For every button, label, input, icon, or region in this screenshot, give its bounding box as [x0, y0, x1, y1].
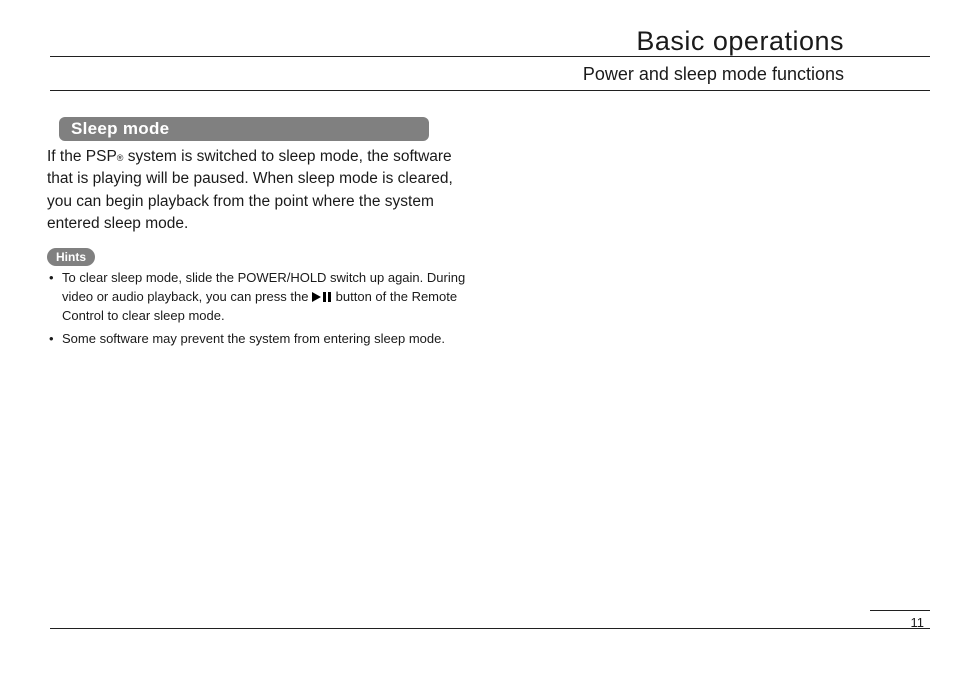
hints-badge: Hints	[47, 248, 95, 266]
registered-mark: ®	[117, 153, 124, 163]
body-paragraph: If the PSP® system is switched to sleep …	[47, 146, 457, 236]
heading-sleep-mode: Sleep mode	[59, 117, 429, 141]
hint-text-pre: Some software may prevent the system fro…	[62, 331, 445, 346]
sub-rule	[50, 90, 930, 91]
paragraph-pre: If the PSP	[47, 148, 117, 165]
chapter-title: Basic operations	[636, 26, 844, 57]
manual-page: Basic operations Power and sleep mode fu…	[0, 0, 954, 677]
list-item: To clear sleep mode, slide the POWER/HOL…	[47, 269, 467, 326]
bottom-rule	[50, 628, 930, 629]
page-number-rule	[870, 610, 930, 611]
top-rule	[50, 56, 930, 57]
section-title: Power and sleep mode functions	[583, 64, 844, 85]
hints-list: To clear sleep mode, slide the POWER/HOL…	[47, 269, 467, 352]
list-item: Some software may prevent the system fro…	[47, 330, 467, 349]
play-pause-icon	[312, 292, 332, 302]
